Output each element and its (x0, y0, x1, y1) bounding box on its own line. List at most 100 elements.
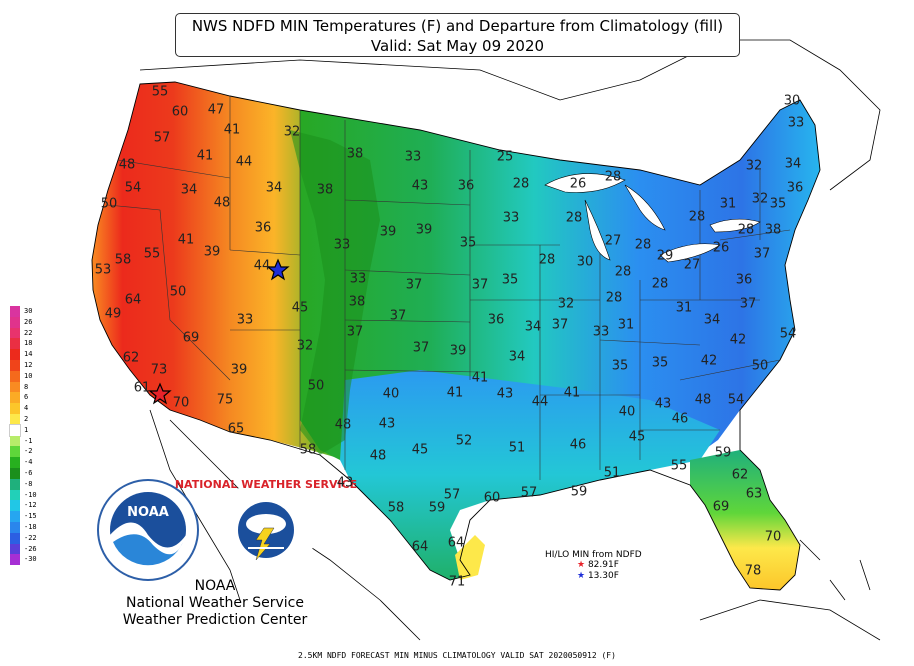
credit-wpc: Weather Prediction Center (122, 612, 308, 628)
temperature-label: 32 (751, 191, 769, 207)
legend-label: 1 (24, 425, 29, 434)
temperature-label: 38 (764, 222, 782, 238)
legend-swatch (10, 349, 20, 360)
temperature-label: 36 (786, 180, 804, 196)
legend-swatch (10, 500, 20, 512)
temperature-label: 31 (719, 196, 737, 212)
great-lakes (544, 173, 761, 263)
legend-label: 22 (24, 328, 33, 337)
legend-label: 26 (24, 317, 33, 326)
legend-swatch (10, 413, 20, 425)
temperature-label: 37 (551, 317, 569, 333)
legend-row: -6 (10, 467, 40, 479)
temperature-label: 34 (265, 180, 283, 196)
temperature-label: 28 (614, 264, 632, 280)
footer-caption: 2.5KM NDFD FORECAST MIN MINUS CLIMATOLOG… (298, 651, 616, 660)
temperature-label: 26 (569, 176, 587, 192)
temperature-label: 59 (570, 484, 588, 500)
legend-row: 1 (9, 423, 40, 437)
map-valid-date: Valid: Sat May 09 2020 (370, 37, 545, 55)
color-legend: 30 26 22 18 14 12 10 8 6 4 2 1 -1 -2 -4 -6 -8 -10 -12 -15 -1… (9, 306, 40, 566)
temperature-label: 29 (656, 248, 674, 264)
legend-row: -8 (10, 478, 40, 490)
legend-label: 18 (24, 339, 33, 348)
legend-row: -26 (10, 543, 40, 555)
temperature-label: 38 (346, 146, 364, 162)
legend-label: -6 (24, 468, 33, 477)
legend-swatch (10, 511, 20, 522)
temperature-label: 34 (703, 312, 721, 328)
nws-logo (216, 480, 316, 580)
map-title-box: NWS NDFD MIN Temperatures (F) and Depart… (175, 13, 740, 57)
temperature-label: 28 (604, 169, 622, 185)
temperature-label: 75 (216, 392, 234, 408)
noaa-logo-text: NOAA (127, 505, 169, 520)
legend-swatch (10, 306, 20, 317)
temperature-label: 60 (171, 104, 189, 120)
temperature-label: 70 (172, 395, 190, 411)
temperature-label: 54 (727, 392, 745, 408)
temperature-label: 48 (118, 157, 136, 173)
temperature-label: 50 (307, 378, 325, 394)
temperature-label: 27 (604, 233, 622, 249)
temperature-label: 65 (227, 421, 245, 437)
temperature-label: 37 (389, 308, 407, 324)
state-lines (107, 96, 791, 480)
legend-row: -1 (10, 435, 40, 447)
temperature-label: 60 (483, 490, 501, 506)
legend-row: -10 (10, 489, 40, 501)
bahamas-outline (799, 539, 871, 601)
temperature-label: 35 (459, 235, 477, 251)
temperature-label: 48 (369, 448, 387, 464)
hi-star-icon: ★ (577, 560, 586, 570)
temperature-label: 32 (557, 296, 575, 312)
temperature-label: 34 (180, 182, 198, 198)
temperature-label: 43 (336, 475, 354, 491)
temperature-label: 41 (177, 232, 195, 248)
temperature-label: 35 (501, 272, 519, 288)
temperature-label: 37 (753, 246, 771, 262)
map-title: NWS NDFD MIN Temperatures (F) and Depart… (191, 17, 724, 35)
legend-label: 4 (24, 404, 29, 413)
temperature-label: 70 (764, 529, 782, 545)
hilo-lo-value: 13.30F (587, 571, 619, 581)
nws-logo-arc-text: NATIONAL WEATHER SERVICE (175, 478, 357, 491)
hilo-box: HI/LO MIN from NDFD ★ 82.91F ★ 13.30F (545, 550, 642, 582)
noaa-logo (97, 479, 199, 581)
temperature-label: 69 (182, 330, 200, 346)
legend-swatch (10, 359, 20, 371)
temperature-label: 54 (124, 180, 142, 196)
legend-row: 12 (10, 359, 40, 371)
temperature-label: 73 (150, 362, 168, 378)
legend-row: 22 (10, 327, 40, 339)
legend-swatch (10, 435, 20, 447)
temperature-label: 42 (729, 332, 747, 348)
temperature-label: 48 (213, 195, 231, 211)
temperature-label: 35 (611, 358, 629, 374)
temperature-label: 40 (618, 404, 636, 420)
temperature-label: 45 (411, 442, 429, 458)
temperature-label: 71 (448, 574, 466, 590)
legend-swatch (10, 532, 20, 544)
temperature-label: 35 (769, 196, 787, 212)
temperature-label: 43 (654, 396, 672, 412)
temperature-label: 50 (169, 284, 187, 300)
legend-row: 14 (10, 349, 40, 360)
legend-swatch (10, 370, 20, 382)
temperature-label: 35 (651, 355, 669, 371)
temperature-label: 44 (531, 394, 549, 410)
legend-row: -15 (10, 511, 40, 522)
florida-fill (690, 450, 800, 590)
temperature-label: 54 (779, 326, 797, 342)
temperature-label: 39 (230, 362, 248, 378)
temperature-label: 36 (735, 272, 753, 288)
legend-label: -15 (24, 512, 37, 521)
legend-label: 10 (24, 371, 33, 380)
temperature-label: 33 (349, 271, 367, 287)
legend-label: -8 (24, 479, 33, 488)
legend-swatch (10, 327, 20, 339)
temperature-label: 34 (784, 156, 802, 172)
temperature-label: 39 (449, 343, 467, 359)
temperature-label: 45 (628, 429, 646, 445)
